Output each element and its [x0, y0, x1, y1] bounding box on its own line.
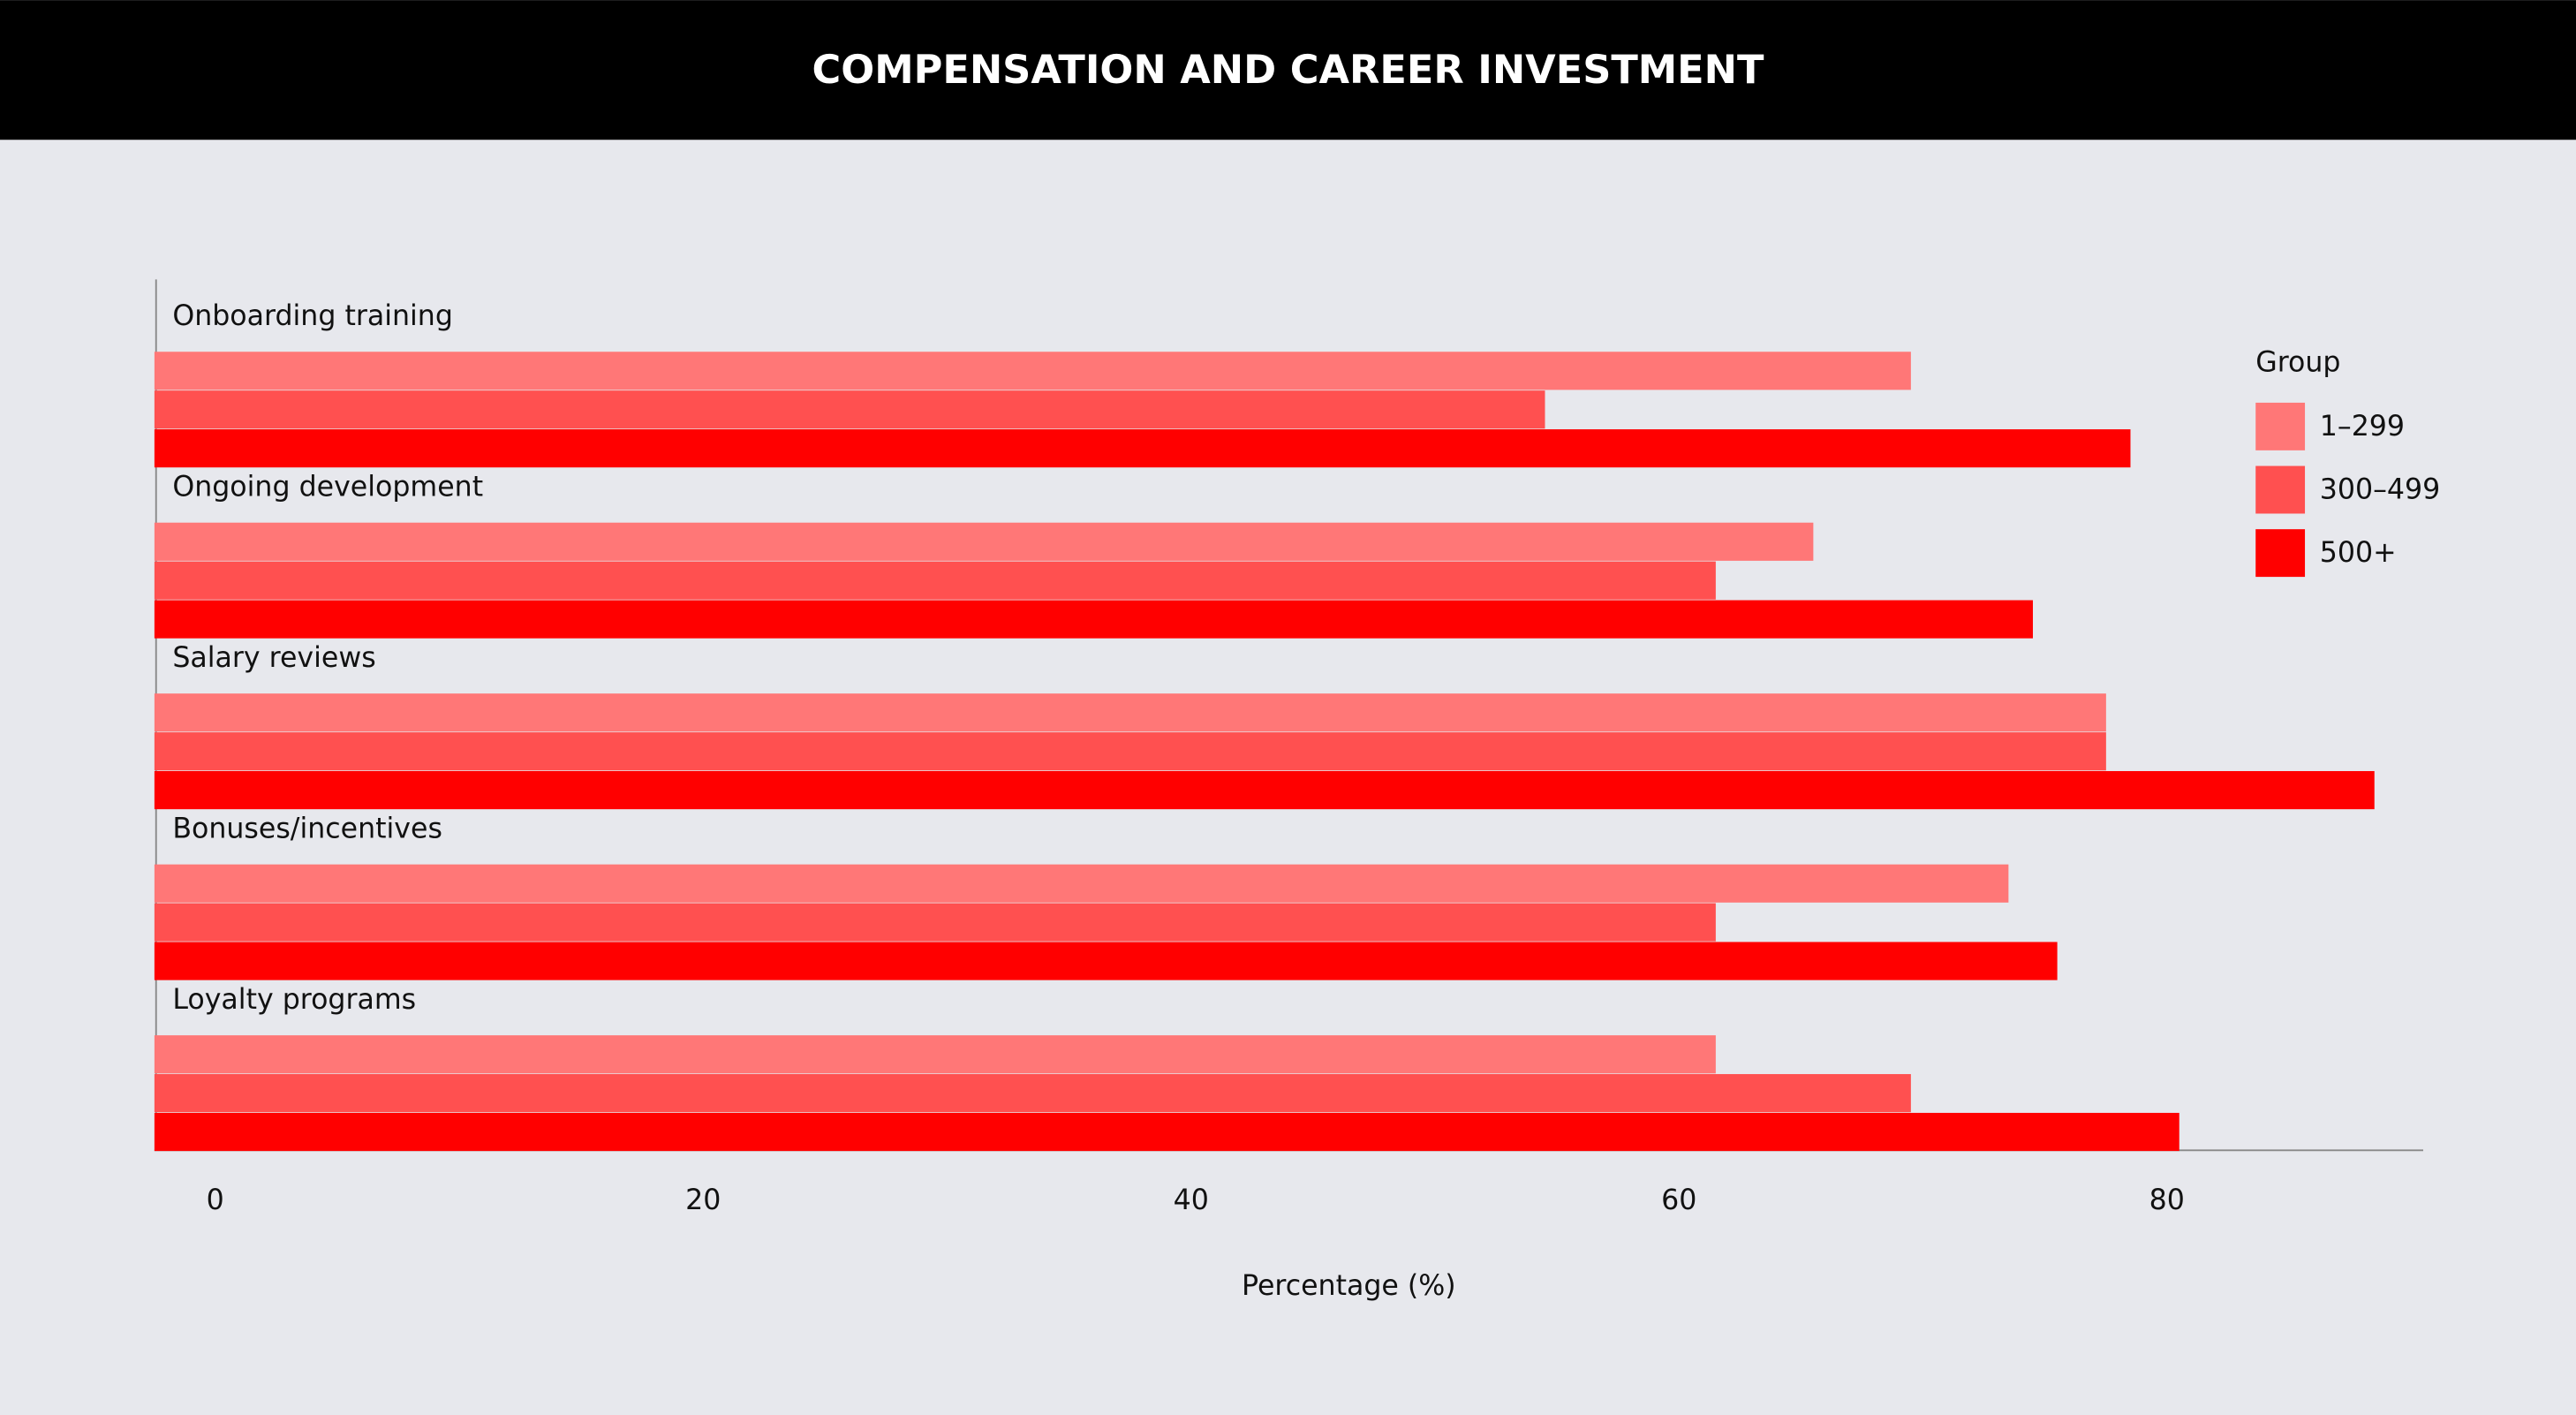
legend-label: 1–299 [2320, 411, 2405, 443]
x-tick-label: 20 [685, 1184, 721, 1216]
bar [154, 864, 2009, 903]
bar [154, 732, 2106, 771]
x-tick-label: 80 [2149, 1184, 2185, 1216]
legend-swatch [2255, 529, 2306, 578]
legend-label: 500+ [2320, 537, 2397, 569]
bar [154, 1074, 1911, 1113]
bar [154, 942, 2058, 980]
x-axis-title: Percentage (%) [1242, 1270, 1456, 1302]
bar [154, 561, 1716, 600]
bar [154, 1035, 1716, 1074]
bar [154, 522, 1814, 561]
category-label: Salary reviews [172, 642, 375, 674]
bar [154, 693, 2106, 732]
bar [154, 770, 2375, 810]
x-tick-label: 0 [207, 1184, 224, 1216]
bar [154, 903, 1716, 942]
category-label: Bonuses/incentives [172, 813, 442, 845]
bar [154, 1112, 2179, 1152]
legend-swatch [2255, 402, 2306, 450]
x-tick-label: 60 [1661, 1184, 1696, 1216]
category-label: Onboarding training [172, 300, 453, 332]
category-label: Ongoing development [172, 472, 483, 503]
bar [154, 352, 1911, 390]
category-label: Loyalty programs [172, 984, 416, 1016]
bar [154, 600, 2033, 639]
title-bar [0, 0, 2576, 140]
legend-title: Group [2255, 346, 2340, 378]
legend-swatch [2255, 465, 2306, 514]
chart-title: COMPENSATION AND CAREER INVESTMENT [812, 47, 1764, 93]
bar [154, 390, 1545, 429]
x-tick-label: 40 [1174, 1184, 1209, 1216]
bar [154, 429, 2131, 468]
legend-label: 300–499 [2320, 473, 2440, 505]
